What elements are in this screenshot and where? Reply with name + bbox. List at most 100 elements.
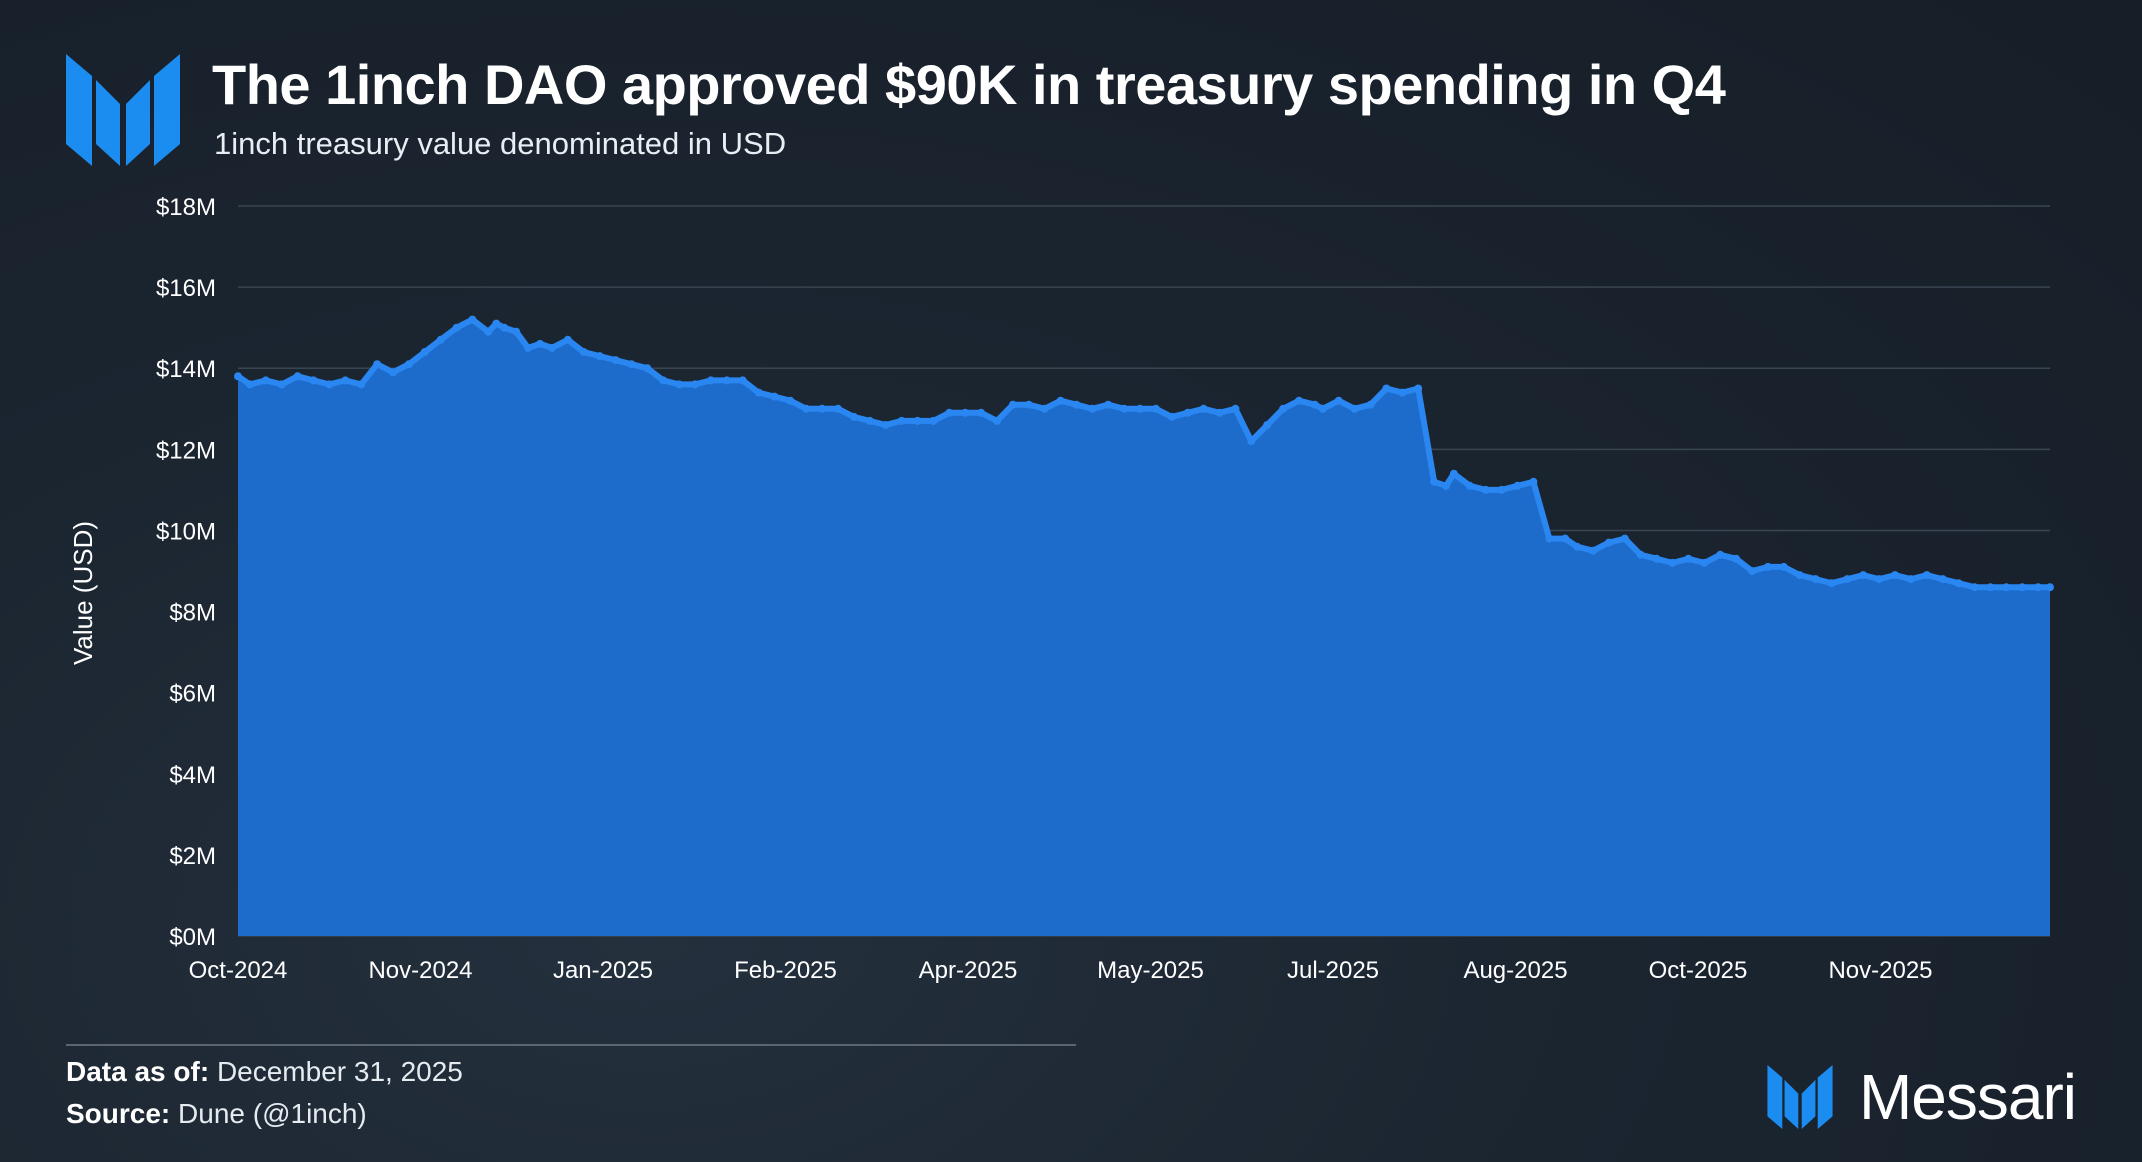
y-tick-label: $2M	[169, 843, 216, 870]
data-point	[627, 360, 636, 369]
data-point	[1732, 554, 1741, 563]
y-tick-label: $6M	[169, 681, 216, 708]
data-point	[1199, 404, 1208, 413]
data-point	[1497, 485, 1506, 494]
data-point	[1652, 554, 1661, 563]
data-point	[1529, 477, 1538, 486]
data-point	[1970, 583, 1979, 592]
data-point	[1700, 558, 1709, 567]
data-point	[1716, 550, 1725, 559]
treasury-area-chart: $0M $2M $4M $6M $8M $10M $12M $14M $16M $18M Oct-…	[68, 194, 2054, 984]
data-point	[492, 319, 501, 328]
data-point	[1779, 562, 1788, 571]
data-point	[1279, 404, 1288, 413]
data-point	[1827, 579, 1836, 588]
data-point	[341, 376, 350, 385]
chart-subtitle: 1inch treasury value denominated in USD	[214, 126, 787, 161]
brand-name: Messari	[1858, 1061, 2077, 1133]
data-point	[945, 408, 954, 417]
data-point	[1589, 546, 1597, 555]
data-point	[1167, 412, 1176, 421]
data-point	[1442, 481, 1450, 490]
data-point	[595, 352, 604, 361]
x-tick-label: Aug-2025	[1463, 957, 1567, 984]
data-point	[1636, 550, 1645, 559]
source-value: Dune (@1inch)	[178, 1098, 367, 1129]
data-point	[1684, 554, 1693, 563]
x-tick-label: Feb-2025	[734, 957, 837, 984]
data-point	[1859, 571, 1868, 580]
data-point	[754, 388, 763, 397]
data-point	[420, 348, 429, 356]
data-point	[1183, 408, 1192, 417]
data-point	[1088, 404, 1097, 413]
messari-brand: Messari	[1767, 1061, 2077, 1133]
data-point	[234, 372, 242, 381]
data-point	[245, 380, 254, 389]
data-point	[1875, 575, 1884, 584]
data-point	[1350, 404, 1359, 413]
x-tick-label: Nov-2024	[368, 957, 472, 984]
data-point	[1334, 396, 1343, 405]
data-point	[961, 408, 970, 417]
y-axis-ticks: $0M $2M $4M $6M $8M $10M $12M $14M $16M $18M	[156, 194, 216, 951]
x-tick-label: May-2025	[1097, 957, 1204, 984]
data-point	[1891, 571, 1899, 580]
data-point	[1906, 575, 1915, 584]
data-point	[802, 404, 811, 413]
x-tick-label: Jan-2025	[553, 957, 653, 984]
data-point	[2034, 583, 2043, 592]
data-point	[524, 343, 533, 352]
data-point	[722, 376, 731, 385]
data-point	[404, 360, 413, 369]
data-point	[389, 368, 397, 377]
data-point	[2002, 583, 2011, 592]
messari-logo-icon	[66, 54, 180, 166]
data-point	[1430, 477, 1439, 486]
data-as-of: Data as of: December 31, 2025	[66, 1056, 463, 1088]
area-fill	[238, 319, 2050, 937]
y-tick-label: $12M	[156, 437, 216, 464]
data-point	[452, 323, 461, 332]
data-point	[993, 416, 1001, 425]
x-tick-label: Jul-2025	[1287, 957, 1379, 984]
data-point	[309, 376, 318, 385]
data-point	[373, 360, 382, 369]
data-point	[834, 404, 842, 413]
data-point	[929, 416, 938, 425]
data-point	[1668, 558, 1677, 567]
y-tick-label: $16M	[156, 275, 216, 302]
data-point	[277, 380, 286, 389]
data-point	[1843, 575, 1852, 584]
data-point	[659, 376, 668, 385]
data-point	[1310, 400, 1319, 409]
data-point	[436, 335, 445, 344]
data-point	[1382, 384, 1391, 393]
data-point	[1151, 404, 1160, 413]
data-point	[1938, 575, 1947, 584]
y-tick-label: $14M	[156, 356, 216, 383]
data-point	[1481, 485, 1490, 494]
data-point	[1040, 404, 1049, 413]
data-point	[897, 416, 906, 425]
x-tick-label: Nov-2025	[1828, 957, 1932, 984]
data-point	[1763, 562, 1772, 571]
data-point	[1263, 421, 1272, 429]
data-point	[261, 376, 270, 385]
data-point	[1231, 404, 1240, 413]
data-point	[643, 364, 652, 373]
data-point	[357, 380, 366, 389]
chart-title: The 1inch DAO approved $90K in treasury …	[212, 53, 1726, 116]
data-point	[1620, 534, 1629, 543]
y-axis-label: Value (USD)	[68, 521, 98, 665]
data-point	[1008, 400, 1017, 409]
data-point	[849, 412, 858, 421]
messari-brand-icon	[1767, 1065, 1833, 1129]
data-as-of-label: Data as of:	[66, 1056, 210, 1087]
data-point	[1465, 481, 1474, 490]
data-point	[675, 380, 684, 389]
data-point	[691, 380, 699, 389]
data-point	[1545, 534, 1554, 543]
data-point	[1573, 542, 1582, 551]
data-point	[468, 315, 477, 324]
